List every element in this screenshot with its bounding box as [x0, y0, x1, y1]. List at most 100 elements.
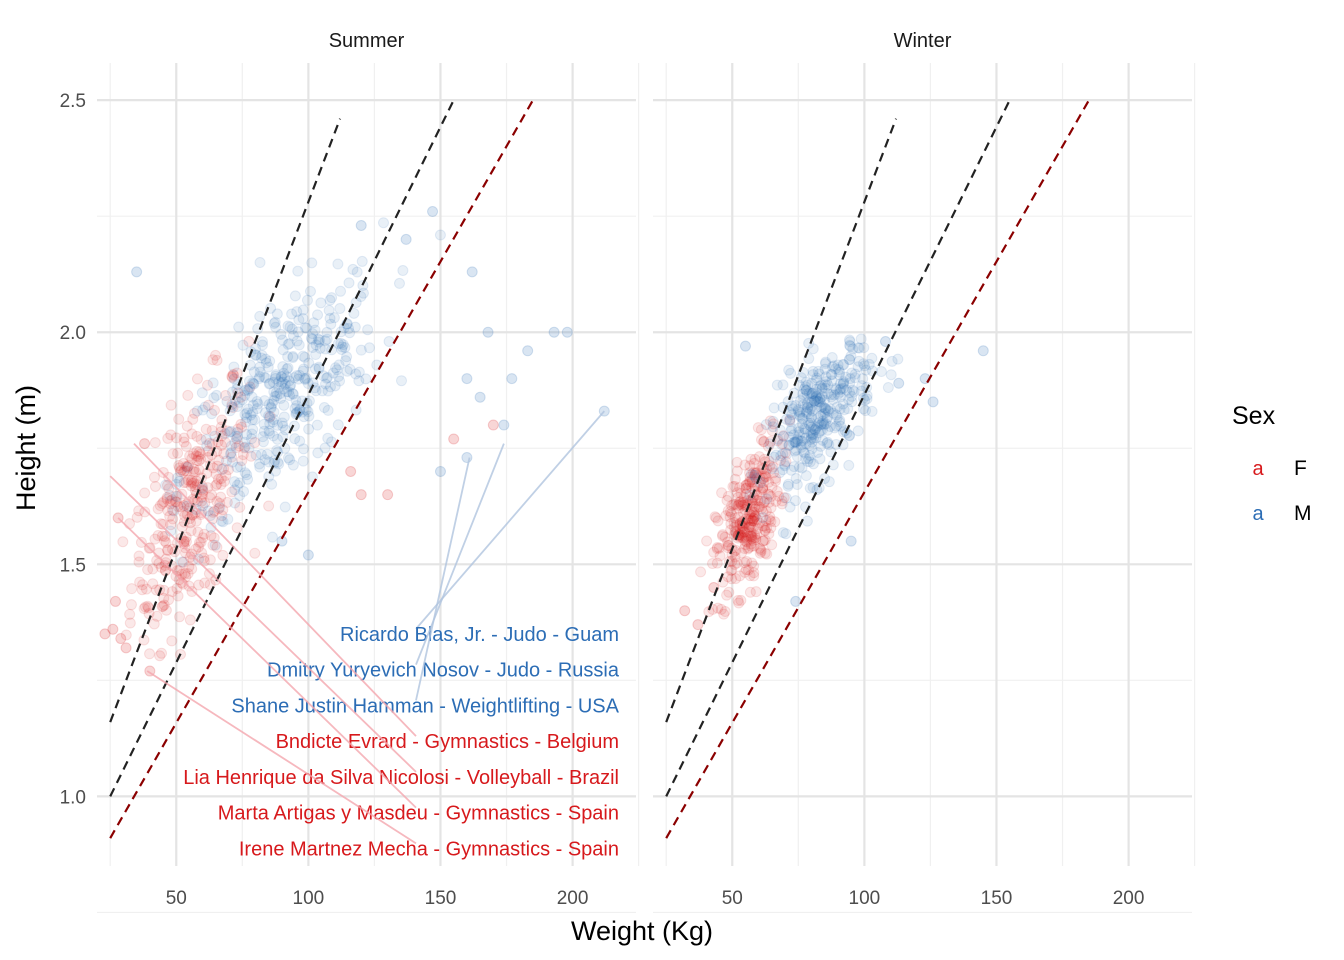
data-point [885, 369, 897, 381]
data-point [761, 548, 773, 560]
data-point [738, 492, 750, 504]
data-point [822, 424, 834, 436]
data-point [300, 404, 312, 416]
data-point [173, 413, 185, 425]
data-point [766, 425, 778, 437]
data-point [333, 359, 345, 371]
data-point [722, 536, 734, 548]
data-point [711, 541, 723, 553]
data-point [856, 380, 868, 392]
x-tick-label: 150 [981, 888, 1013, 909]
data-point [169, 496, 181, 508]
annotation-label: Bndicte Evrard - Gymnastics - Belgium [276, 731, 619, 753]
data-point [120, 629, 132, 641]
data-point [755, 503, 767, 515]
data-point [177, 466, 189, 478]
data-point [149, 480, 161, 492]
data-point [822, 404, 834, 416]
data-point [124, 617, 136, 629]
data-point [239, 441, 251, 453]
data-point [258, 418, 270, 430]
data-point [177, 578, 189, 590]
data-point [744, 460, 756, 472]
data-point [737, 496, 749, 508]
data-point [741, 479, 753, 491]
data-point [275, 371, 287, 383]
data-point [788, 461, 800, 473]
data-point [234, 477, 246, 489]
data-point [777, 527, 789, 539]
data-point [798, 392, 810, 404]
data-point [827, 407, 839, 419]
data-point [434, 465, 446, 477]
data-point [215, 479, 227, 491]
data-point [243, 383, 255, 395]
data-point [735, 594, 747, 606]
data-point [322, 432, 334, 444]
data-point [99, 628, 111, 640]
data-point [231, 479, 243, 491]
data-point [226, 486, 238, 498]
data-point [336, 343, 348, 355]
data-point [172, 590, 184, 602]
data-point [800, 384, 812, 396]
data-point [293, 369, 305, 381]
data-point [703, 606, 715, 618]
data-point [776, 495, 788, 507]
data-point [165, 399, 177, 411]
data-point [264, 377, 276, 389]
data-point [179, 567, 191, 579]
data-point [179, 465, 191, 477]
data-point [739, 539, 751, 551]
data-point [183, 460, 195, 472]
annotation-leader-line [415, 443, 505, 665]
data-point [299, 322, 311, 334]
data-point [332, 419, 344, 431]
data-point [297, 455, 309, 467]
data-point [297, 313, 309, 325]
data-point [268, 457, 280, 469]
data-point [784, 413, 796, 425]
data-point [217, 549, 229, 561]
data-point [730, 498, 742, 510]
data-point [326, 292, 338, 304]
data-point [167, 448, 179, 460]
data-point [800, 384, 812, 396]
data-point [866, 405, 878, 417]
data-point [268, 406, 280, 418]
data-point [757, 482, 769, 494]
data-point [763, 514, 775, 526]
data-point [748, 540, 760, 552]
data-point [767, 418, 779, 430]
data-point [177, 556, 189, 568]
data-point [815, 419, 827, 431]
data-point [289, 290, 301, 302]
data-point [229, 476, 241, 488]
data-point [215, 426, 227, 438]
data-point [291, 335, 303, 347]
data-point [806, 436, 818, 448]
data-point [252, 398, 264, 410]
data-point [278, 399, 290, 411]
data-point [844, 336, 856, 348]
data-point [843, 429, 855, 441]
data-point [287, 459, 299, 471]
data-point [784, 414, 796, 426]
data-point [324, 294, 336, 306]
data-point [165, 525, 177, 537]
data-point [777, 431, 789, 443]
bmi-reference-line [665, 99, 1090, 839]
data-point [679, 605, 691, 617]
data-point [190, 515, 202, 527]
data-point [795, 395, 807, 407]
data-point [822, 436, 834, 448]
data-point [506, 373, 518, 385]
data-point [177, 457, 189, 469]
data-point [263, 378, 275, 390]
data-point [211, 496, 223, 508]
data-point [291, 370, 303, 382]
data-point [830, 382, 842, 394]
data-point [498, 419, 510, 431]
data-point [724, 506, 736, 518]
data-point [189, 481, 201, 493]
